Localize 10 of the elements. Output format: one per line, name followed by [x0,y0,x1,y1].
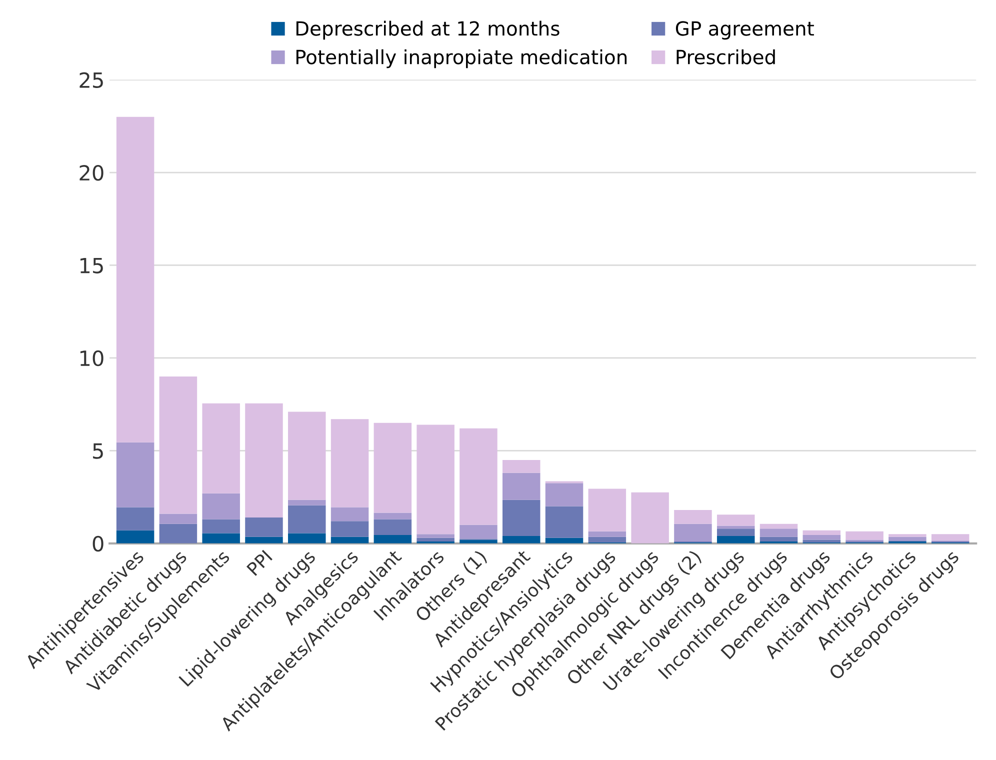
legend-label: Potentially inapropiate medication [296,49,627,68]
legend-label: GP agreement [676,21,814,40]
y-tick-label: 15 [80,258,103,274]
legend-label: Prescribed [676,49,775,64]
y-tick-label: 20 [80,164,104,181]
y-tick-label: 5 [93,443,103,459]
y-tick-label: 10 [80,350,104,366]
y-tick-label: 25 [80,72,103,88]
y-tick-label: 0 [92,536,104,552]
legend-label: Deprescribed at 12 months [296,20,560,40]
